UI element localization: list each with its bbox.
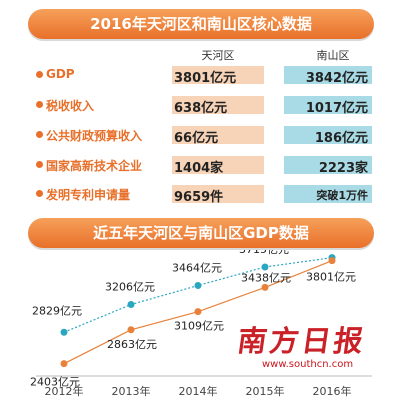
column-header-nanshan: 南山区 — [316, 49, 350, 62]
nanshan-value: 186亿元 — [314, 131, 368, 146]
data-point — [261, 283, 269, 291]
chart-title-banner: 近五年天河区与南山区GDP数据 — [28, 218, 374, 248]
nanshan-bar — [284, 96, 372, 114]
data-label: 2863亿元 — [107, 338, 157, 351]
x-tick-label: 2016年 — [313, 384, 352, 398]
newspaper-logo: 南方日报 — [235, 324, 369, 358]
tianhe-value: 638亿元 — [174, 101, 228, 116]
table-row: 发明专利申请量 9659件 突破1万件 — [0, 183, 400, 205]
tianhe-value: 1404家 — [174, 161, 224, 176]
x-tick-label: 2015年 — [246, 384, 285, 398]
data-label: 3109亿元 — [174, 320, 224, 333]
nanshan-value: 1017亿元 — [305, 101, 368, 116]
data-label: 2403亿元 — [30, 376, 80, 389]
bullet-icon — [36, 131, 43, 138]
row-label: GDP — [46, 67, 75, 81]
data-label: 3801亿元 — [306, 271, 356, 284]
nanshan-bar — [284, 156, 372, 174]
x-tick-label: 2014年 — [179, 384, 218, 398]
row-label: 公共财政预算收入 — [46, 129, 143, 143]
top-title: 2016年天河区和南山区核心数据 — [90, 15, 312, 33]
series-line — [63, 257, 333, 333]
chart-title: 近五年天河区与南山区GDP数据 — [93, 224, 309, 242]
tianhe-bar — [172, 156, 264, 174]
tianhe-value: 3801亿元 — [174, 71, 237, 86]
data-point — [60, 328, 68, 336]
data-point — [194, 308, 202, 316]
row-label: 税收收入 — [46, 99, 95, 113]
nanshan-bar — [284, 126, 372, 144]
data-label: 3438亿元 — [241, 271, 291, 284]
bullet-icon — [36, 161, 43, 168]
nanshan-value: 3842亿元 — [305, 71, 368, 86]
nanshan-bar — [284, 66, 372, 84]
tianhe-bar — [172, 126, 264, 144]
bullet-icon — [36, 101, 43, 108]
data-label: 2829亿元 — [32, 304, 82, 317]
table-row: 税收收入 638亿元 1017亿元 — [0, 94, 400, 116]
table-row: 公共财政预算收入 66亿元 186亿元 — [0, 124, 400, 146]
data-point — [261, 263, 269, 271]
x-tick-label: 2013年 — [112, 384, 151, 398]
row-label: 发明专利申请量 — [46, 188, 131, 202]
nanshan-value: 突破1万件 — [316, 189, 368, 202]
data-label: 3464亿元 — [172, 261, 222, 274]
x-tick-label: 2012年 — [45, 384, 84, 398]
table-row: 国家高新技术企业 1404家 2223家 — [0, 154, 400, 176]
top-title-banner: 2016年天河区和南山区核心数据 — [28, 9, 374, 39]
tianhe-bar — [172, 185, 264, 203]
bullet-icon — [36, 190, 43, 197]
gdp-line-chart: 2012年 2013年 2014年 2015年 2016年 2829亿元 3206亿元 346… — [30, 250, 372, 398]
data-label: 3206亿元 — [105, 281, 155, 294]
nanshan-bar — [284, 185, 372, 203]
site-url: www.southcn.com — [262, 359, 354, 370]
row-label: 国家高新技术企业 — [46, 159, 143, 173]
tianhe-value: 9659件 — [174, 190, 224, 205]
nanshan-value: 2223家 — [318, 161, 368, 176]
data-point — [127, 301, 135, 309]
data-point — [60, 360, 68, 368]
data-point — [127, 326, 135, 334]
data-point — [328, 257, 336, 265]
bullet-icon — [36, 71, 43, 78]
column-header-tianhe: 天河区 — [201, 49, 235, 62]
tianhe-value: 66亿元 — [174, 131, 219, 146]
data-point — [194, 281, 202, 289]
data-label: 3715亿元 — [239, 250, 289, 256]
tianhe-bar — [172, 66, 264, 84]
tianhe-bar — [172, 96, 264, 114]
table-row: GDP 3801亿元 3842亿元 — [0, 64, 400, 86]
